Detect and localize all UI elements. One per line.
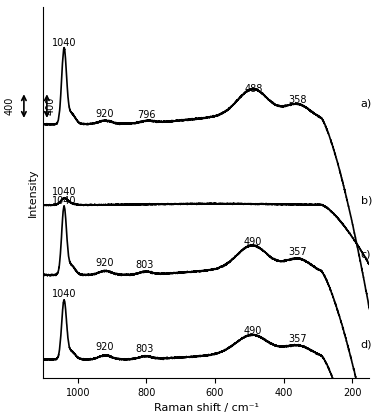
- Text: 400: 400: [46, 97, 56, 115]
- Text: 1040: 1040: [52, 38, 76, 48]
- Text: 803: 803: [135, 344, 154, 354]
- Text: 357: 357: [288, 334, 307, 344]
- Text: 920: 920: [95, 342, 113, 352]
- Text: 796: 796: [137, 110, 155, 120]
- Text: 488: 488: [244, 84, 263, 94]
- Text: 1040: 1040: [52, 289, 76, 299]
- Text: c): c): [361, 249, 371, 260]
- Text: b): b): [361, 196, 372, 206]
- Text: a): a): [361, 99, 372, 109]
- Text: 920: 920: [95, 108, 113, 118]
- Text: 358: 358: [288, 95, 307, 105]
- Text: 490: 490: [244, 237, 262, 247]
- Text: 1040: 1040: [52, 187, 76, 197]
- Text: 357: 357: [288, 247, 307, 257]
- Text: 1040: 1040: [52, 196, 76, 206]
- Text: 803: 803: [135, 260, 154, 270]
- Text: d): d): [361, 340, 372, 350]
- Y-axis label: Intensity: Intensity: [28, 168, 38, 217]
- Text: 400: 400: [4, 97, 14, 115]
- X-axis label: Raman shift / cm⁻¹: Raman shift / cm⁻¹: [154, 403, 259, 413]
- Text: 920: 920: [95, 257, 113, 268]
- Text: 490: 490: [244, 326, 262, 336]
